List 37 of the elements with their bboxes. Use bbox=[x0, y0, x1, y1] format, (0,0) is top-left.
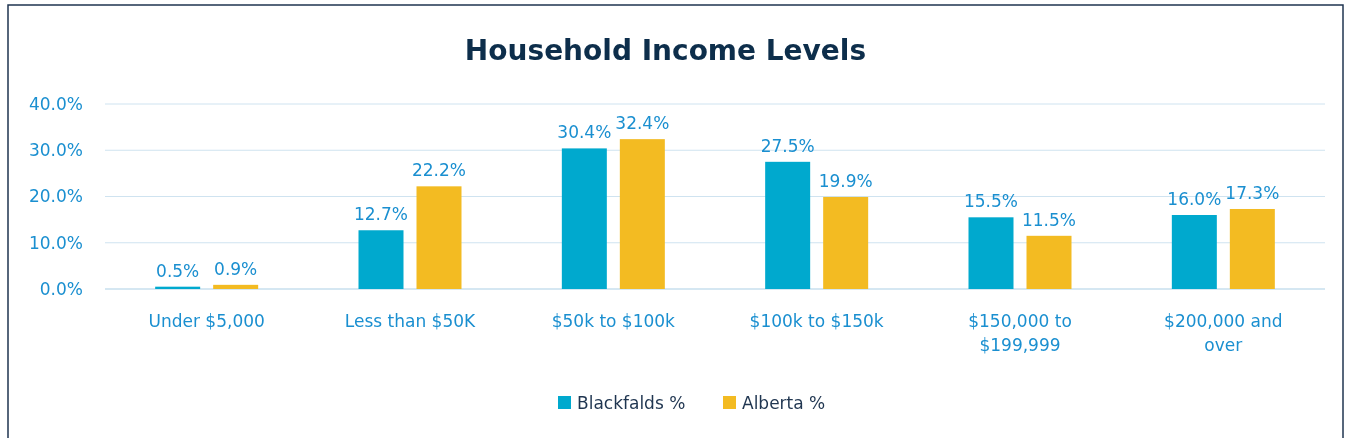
bar bbox=[765, 161, 811, 289]
x-tick-label: Under $5,000 bbox=[148, 311, 265, 331]
data-label: 16.0% bbox=[1167, 189, 1222, 209]
data-label: 15.5% bbox=[963, 191, 1019, 212]
y-tick-label: 30.0% bbox=[28, 140, 83, 161]
bar bbox=[1171, 215, 1217, 289]
bar bbox=[416, 186, 462, 289]
x-tick-label: $200,000 and over bbox=[1164, 311, 1283, 355]
data-label: 11.5% bbox=[1021, 209, 1077, 230]
y-tick-label: 0.0% bbox=[39, 278, 83, 299]
x-tick-label: $150,000 to $199,999 bbox=[968, 311, 1072, 355]
data-label: 17.3% bbox=[1225, 182, 1280, 203]
bar bbox=[619, 139, 665, 289]
x-tick-label: $100k to $150k bbox=[749, 311, 884, 331]
y-tick-label: 10.0% bbox=[28, 232, 83, 253]
bar bbox=[968, 217, 1014, 289]
data-label: 12.7% bbox=[353, 204, 409, 225]
y-tick-label: 20.0% bbox=[28, 186, 83, 207]
data-label: 32.4% bbox=[615, 113, 670, 134]
x-tick-label: Less than $50K bbox=[344, 311, 477, 331]
data-label: 0.5% bbox=[156, 260, 200, 281]
data-label: 19.9% bbox=[818, 170, 873, 191]
data-label: 22.2% bbox=[411, 160, 467, 181]
bar bbox=[823, 196, 869, 289]
data-label: 27.5% bbox=[760, 135, 815, 156]
legend-label: Blackfalds % bbox=[577, 392, 686, 413]
y-tick-label: 40.0% bbox=[28, 93, 83, 114]
bar bbox=[1026, 235, 1072, 289]
chart-title: Household Income Levels bbox=[464, 34, 867, 67]
data-label: 30.4% bbox=[557, 122, 612, 143]
bar bbox=[213, 284, 259, 289]
data-label: 0.9% bbox=[214, 258, 258, 279]
bar bbox=[561, 148, 607, 289]
x-tick-label: $50k to $100k bbox=[551, 311, 676, 331]
bar bbox=[1229, 208, 1275, 289]
legend-label: Alberta % bbox=[742, 392, 826, 413]
bar bbox=[358, 230, 404, 289]
